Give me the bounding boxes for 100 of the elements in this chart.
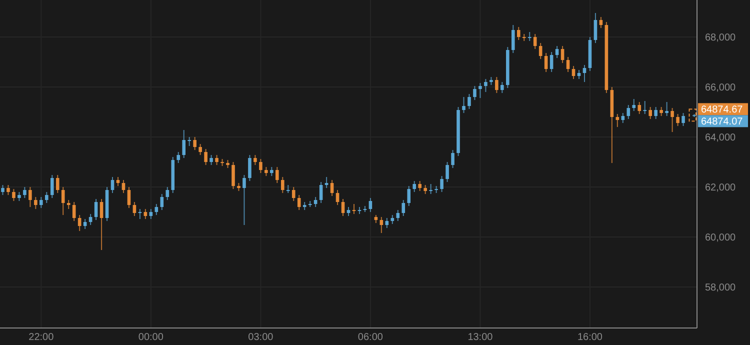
candlestick — [440, 176, 444, 192]
candlestick — [242, 174, 246, 226]
candlestick — [385, 218, 389, 228]
x-tick-label: 22:00 — [28, 332, 54, 343]
candlestick — [654, 106, 658, 120]
text: 64874.67 — [701, 104, 744, 116]
candlestick — [484, 78, 488, 92]
candlestick — [78, 214, 82, 232]
candlestick — [72, 202, 76, 222]
candlestick — [40, 196, 43, 208]
candlestick — [550, 52, 554, 72]
candlestick — [341, 198, 345, 216]
candlestick — [100, 198, 104, 250]
candlestick — [23, 186, 26, 198]
candlestick — [495, 76, 498, 94]
y-tick-label: 68,000 — [705, 32, 736, 44]
candlestick — [572, 66, 576, 80]
candlestick — [478, 82, 482, 98]
candlestick — [144, 208, 148, 220]
candlestick — [599, 16, 603, 28]
candlestick — [665, 102, 668, 116]
candlestick — [352, 204, 356, 214]
candlestick — [538, 42, 542, 60]
candlestick — [61, 186, 65, 216]
candlestick — [336, 190, 340, 206]
candlestick — [412, 180, 416, 192]
candlestick — [154, 204, 158, 216]
candlestick — [462, 96, 466, 114]
x-tick-label: 16:00 — [577, 332, 603, 343]
candlestick — [1, 184, 4, 196]
candlestick — [670, 108, 674, 132]
candlestick — [319, 182, 323, 204]
candlestick — [297, 194, 301, 210]
y-tick-label: 66,000 — [705, 82, 736, 94]
candlestick — [204, 148, 208, 166]
candlestick — [402, 200, 406, 216]
candlestick — [626, 104, 630, 120]
candlestick — [149, 208, 153, 220]
candlestick — [122, 180, 126, 194]
candlestick — [407, 186, 411, 206]
candlestick — [446, 162, 449, 182]
candlestick — [368, 198, 372, 212]
y-tick-label: 60,000 — [705, 232, 736, 244]
candlestick — [473, 86, 476, 100]
candlestick — [566, 56, 570, 72]
candlestick — [12, 188, 16, 202]
candlestick — [616, 114, 620, 128]
candlestick — [254, 154, 257, 166]
candlestick — [648, 106, 652, 120]
candlestick — [182, 130, 186, 158]
candlestick — [682, 112, 685, 126]
candlestick — [34, 196, 38, 210]
candlestick — [516, 26, 520, 40]
x-tick-label: 13:00 — [468, 332, 494, 343]
x-tick-label: 00:00 — [138, 332, 164, 343]
candlestick — [632, 98, 636, 112]
candlestick — [429, 184, 432, 194]
candlestick — [380, 216, 384, 234]
candlestick — [110, 176, 114, 194]
text: 64874.07 — [701, 116, 744, 128]
candlestick — [127, 186, 131, 208]
candlestick — [621, 112, 625, 124]
candlestick — [500, 82, 504, 94]
candlestick — [166, 186, 170, 200]
candlestick — [56, 174, 60, 194]
candlestick — [512, 24, 515, 54]
candlestick — [88, 214, 92, 226]
candlestick — [676, 114, 680, 126]
candlestick — [324, 176, 328, 188]
candlestick — [28, 186, 32, 208]
candlestick — [259, 158, 262, 174]
candlestick — [160, 194, 164, 210]
candlestick — [83, 218, 87, 230]
candlestick — [638, 102, 642, 114]
x-tick-label: 06:00 — [358, 332, 384, 343]
y-tick-label: 58,000 — [705, 282, 736, 294]
x-tick-label: 03:00 — [248, 332, 274, 343]
candlestick — [232, 162, 235, 190]
candlestick — [193, 136, 196, 150]
candlestick — [210, 154, 213, 166]
candlestick — [560, 46, 564, 64]
candlestick — [533, 34, 537, 50]
candlestick — [215, 154, 218, 166]
candlestick — [418, 180, 422, 192]
candlestick — [6, 184, 10, 196]
candlestick — [50, 174, 54, 198]
candlestick — [94, 198, 98, 220]
candlestick — [396, 210, 400, 222]
candlestick — [132, 202, 136, 216]
candlestick — [198, 144, 202, 156]
candlestick — [314, 196, 318, 208]
candlestick — [643, 100, 647, 114]
candlestick — [555, 46, 559, 58]
candlestick — [280, 176, 284, 194]
y-tick-label: 64,000 — [705, 132, 736, 144]
candlestick — [330, 180, 334, 196]
candlestick — [45, 192, 48, 204]
candlestick — [292, 186, 296, 202]
candlestick — [594, 12, 598, 44]
candlestick — [468, 94, 471, 110]
